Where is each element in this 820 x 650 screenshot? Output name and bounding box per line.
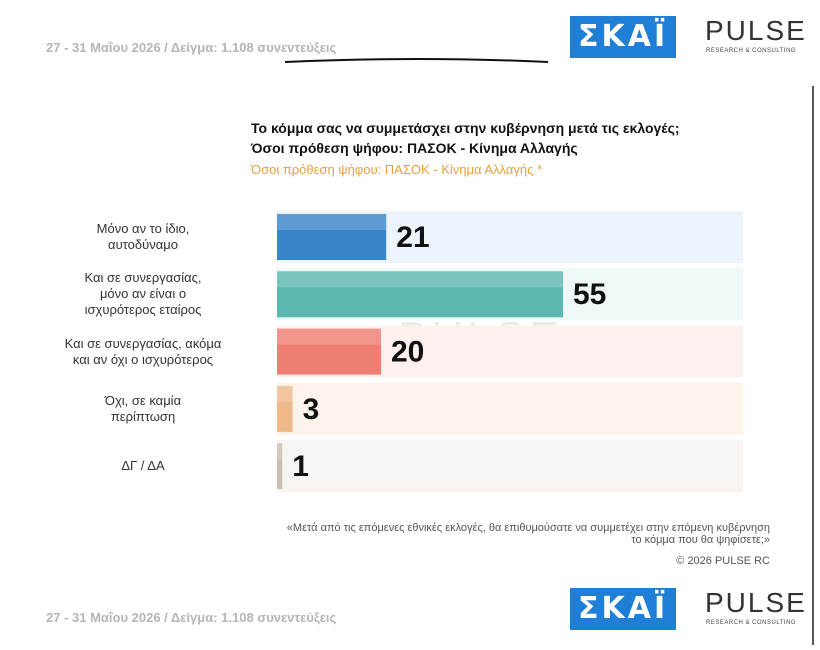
category-label: Μόνο αν το ίδιο, αυτοδύναμο: [96, 221, 190, 252]
bar: [277, 443, 283, 490]
bar-shine: [277, 214, 387, 231]
value-label: 21: [396, 221, 429, 254]
bar-background: [277, 440, 743, 493]
value-label: 3: [303, 393, 320, 426]
bar: [277, 271, 563, 318]
bar-shine: [277, 328, 381, 345]
bar: [277, 214, 387, 260]
meta: 27 - 31 Μαΐου 2026 / Δείγμα: 1.108 συνεν…: [46, 40, 337, 55]
bar-shine: [277, 443, 283, 460]
chart-title-line2: Όσοι πρόθεση ψήφου: ΠΑΣΟΚ - Κίνημα Αλλαγ…: [251, 140, 578, 156]
logo-pulse: PULSE: [705, 15, 807, 46]
category-label: ΔΓ / ΔΑ: [121, 458, 165, 474]
value-label: 20: [391, 336, 424, 369]
chart-title: Το κόμμα σας να συμμετάσχει στην κυβέρνη…: [251, 120, 680, 136]
bar: [277, 385, 293, 432]
meta-bottom: 27 - 31 Μαΐου 2026 / Δείγμα: 1.108 συνεν…: [46, 610, 337, 625]
copyright: © 2026 PULSE RC: [676, 555, 770, 567]
logo-pulse-sub: RESEARCH & CONSULTING: [706, 48, 797, 54]
footnote-question: «Μετά από τις επόμενες εθνικές εκλογές, …: [286, 522, 770, 546]
bar-background: [277, 382, 743, 435]
category-label: Και σε συνεργασίας, μόνο αν είναι ο ισχυ…: [84, 270, 202, 318]
bar: [277, 328, 381, 375]
decor-line: [284, 58, 549, 63]
category-label: Και σε συνεργασίας, ακόμα και αν όχι ο ι…: [64, 335, 222, 367]
value-label: 1: [292, 450, 309, 483]
bar-shine: [277, 385, 293, 402]
logo-skai: ΣΚΑΪ: [570, 16, 677, 58]
chart-subtitle: Όσοι πρόθεση ψήφου: ΠΑΣΟΚ - Κίνημα Αλλαγ…: [251, 162, 543, 177]
logo-pulse-bottom: PULSE: [705, 587, 807, 618]
logo-pulse-sub-bottom: RESEARCH & CONSULTING: [706, 620, 797, 626]
category-label: Όχι, σε καμία περίπτωση: [104, 392, 182, 424]
logo-skai-bottom: ΣΚΑΪ: [570, 588, 677, 630]
value-label: 55: [573, 278, 606, 311]
bar-shine: [277, 271, 563, 288]
